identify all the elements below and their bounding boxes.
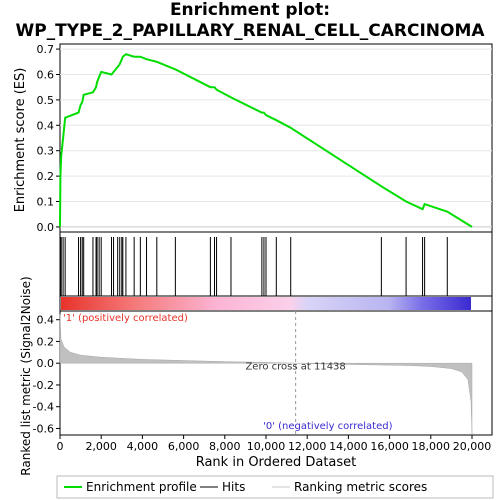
x-axis-tick-label: 2,000 [85,440,117,453]
chart-title-line-2: WP_TYPE_2_PAPILLARY_RENAL_CELL_CARCINOMA [15,21,485,41]
metric-y-tick-label: -0.6 [33,422,54,435]
es-line [59,53,473,228]
x-axis-tick-label: 18,000 [412,440,451,453]
rank-color-bar [59,295,493,312]
negative-correlation-label: '0' (negatively correlated) [263,421,392,432]
rank-color-gradient [61,297,471,310]
hit-lines [59,237,448,296]
metric-y-ticks: 0.4 0.2 0.0 -0.2 -0.4 -0.6 [33,314,60,435]
metric-y-tick-label: 0.4 [37,314,55,327]
es-y-tick-label: 0.7 [37,43,55,56]
hits-panel [59,231,493,297]
metric-area [59,314,473,434]
es-panel: 0.0 0.1 0.2 0.3 0.4 0.5 0.6 0.7 [37,43,493,234]
x-axis-tick-label: 6,000 [168,440,200,453]
positive-correlation-label: '1' (positively correlated) [63,313,188,324]
es-y-tick-label: 0.6 [37,68,55,81]
x-axis-tick-label: 14,000 [329,440,368,453]
legend-label-ranking-metric: Ranking metric scores [294,480,427,494]
legend-label-hits: Hits [222,480,245,494]
metric-y-tick-label: -0.4 [33,401,54,414]
es-y-tick-label: 0.5 [37,94,55,107]
chart-title-line-1: Enrichment plot: [169,0,331,20]
x-axis-tick-label: 8,000 [209,440,241,453]
metric-y-tick-label: 0.0 [37,357,55,370]
legend-label-enrichment-profile: Enrichment profile [86,480,197,494]
legend: Enrichment profile Hits Ranking metric s… [56,475,494,499]
x-axis-tick-label: 0 [57,440,64,453]
metric-y-tick-label: 0.2 [37,335,55,348]
x-axis-tick-label: 20,000 [453,440,492,453]
metric-y-axis-title: Ranked list metric (Signal2Noise) [19,276,33,475]
es-panel-frame [59,43,493,233]
metric-panel-frame [59,310,493,436]
chart-title: Enrichment plot: WP_TYPE_2_PAPILLARY_REN… [0,0,500,42]
es-y-axis-title: Enrichment score (ES) [13,68,28,213]
es-y-tick-label: 0.0 [37,221,55,234]
es-y-tick-label: 0.2 [37,170,55,183]
x-axis-tick-label: 12,000 [288,440,327,453]
metric-y-tick-label: -0.2 [33,379,54,392]
x-axis-ticks: 0 2,000 4,000 6,000 8,000 10,000 12,000 14,000 1… [57,435,492,453]
es-y-tick-label: 0.4 [37,119,55,132]
es-y-tick-label: 0.3 [37,145,55,158]
es-y-tick-label: 0.1 [37,196,55,209]
x-axis-title: Rank in Ordered Dataset [196,455,357,470]
x-axis-tick-label: 16,000 [370,440,409,453]
metric-panel: 0.4 0.2 0.0 -0.2 -0.4 -0.6 Zero cross at 1143… [33,310,493,436]
es-y-ticks: 0.0 0.1 0.2 0.3 0.4 0.5 0.6 0.7 [37,43,60,234]
zero-cross-label: Zero cross at 11438 [245,362,345,373]
es-gridlines [60,48,492,228]
x-axis-tick-label: 4,000 [127,440,159,453]
x-axis-tick-label: 10,000 [247,440,286,453]
